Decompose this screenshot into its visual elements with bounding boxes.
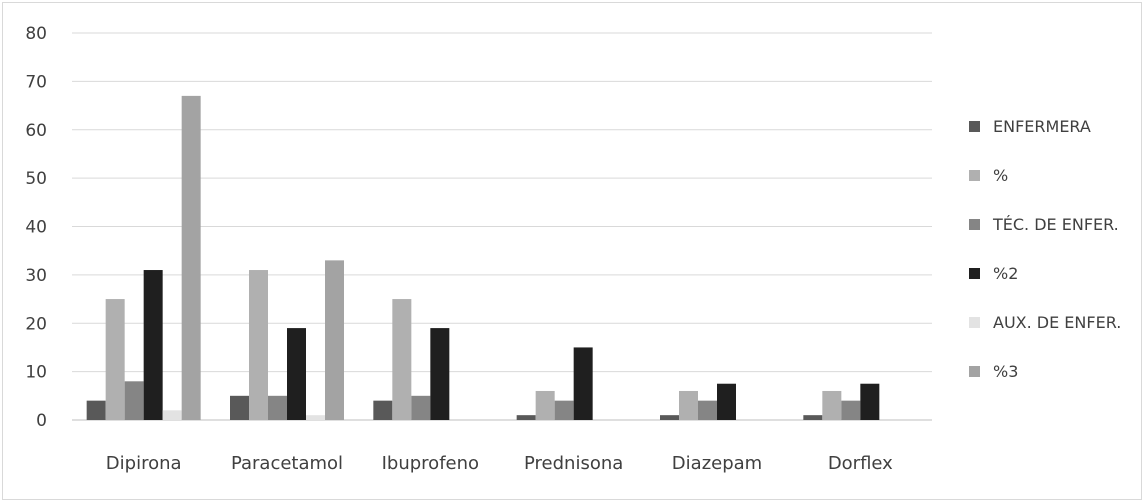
y-tick-label-10: 10 <box>25 363 47 383</box>
legend-swatch-tec-de-enfer <box>969 219 980 230</box>
legend-swatch-pct <box>969 170 980 181</box>
bar-dipirona-aux-de-enfer <box>162 410 182 420</box>
bar-dipirona-pct3 <box>181 95 201 420</box>
y-axis-tick-labels: 0 10 20 30 40 50 60 70 80 <box>25 24 47 431</box>
legend-label-pct3: %3 <box>993 362 1018 381</box>
bar-dorflex-enfermera <box>803 415 823 420</box>
bar-paracetamol-tec-de-enfer <box>268 395 287 420</box>
bars <box>86 95 880 420</box>
y-tick-label-80: 80 <box>25 24 47 44</box>
legend-label-enfermera: ENFERMERA <box>993 117 1091 136</box>
bar-paracetamol-pct <box>249 270 268 420</box>
legend-label-pct2: %2 <box>993 264 1018 283</box>
x-category-label-paracetamol: Paracetamol <box>231 453 343 474</box>
x-axis-category-labels: Dipirona Paracetamol Ibuprofeno Prednisona D… <box>106 453 893 474</box>
y-tick-label-60: 60 <box>25 121 47 141</box>
bar-dipirona-pct <box>105 299 125 420</box>
x-category-label-ibuprofeno: Ibuprofeno <box>382 453 479 474</box>
bar-paracetamol-aux-de-enfer <box>306 415 325 420</box>
bar-diazepam-pct <box>679 390 698 420</box>
bar-prednisona-tec-de-enfer <box>554 400 574 420</box>
bar-dipirona-enfermera <box>86 400 106 420</box>
legend-label-pct: % <box>993 166 1008 185</box>
bar-diazepam-tec-de-enfer <box>698 400 717 420</box>
legend-swatch-aux-de-enfer <box>969 317 980 328</box>
bar-dipirona-tec-de-enfer <box>124 381 144 420</box>
y-tick-label-70: 70 <box>25 72 47 92</box>
bar-ibuprofeno-pct2 <box>430 328 450 420</box>
bar-prednisona-pct <box>535 390 555 420</box>
bar-ibuprofeno-enfermera <box>373 400 393 420</box>
x-category-label-prednisona: Prednisona <box>524 453 623 474</box>
legend-label-tec-de-enfer: TÉC. DE ENFER. <box>992 215 1119 234</box>
bar-ibuprofeno-tec-de-enfer <box>411 395 431 420</box>
legend-swatch-pct3 <box>969 366 980 377</box>
legend: ENFERMERA% TÉC. DE ENFER. %2 AUX. DE ENFER.… <box>969 117 1121 381</box>
y-tick-label-40: 40 <box>25 218 47 238</box>
legend-label-aux-de-enfer: AUX. DE ENFER. <box>993 313 1121 332</box>
x-category-label-dorflex: Dorflex <box>828 453 893 474</box>
gridlines <box>72 32 932 421</box>
bar-paracetamol-enfermera <box>230 395 249 420</box>
bar-prednisona-enfermera <box>516 415 536 420</box>
y-tick-label-0: 0 <box>36 411 47 431</box>
bar-dorflex-tec-de-enfer <box>841 400 861 420</box>
bar-dipirona-pct2 <box>143 270 163 420</box>
bar-prednisona-pct2 <box>573 347 593 420</box>
bar-ibuprofeno-pct <box>392 299 412 420</box>
bar-paracetamol-pct2 <box>287 328 306 420</box>
x-category-label-diazepam: Diazepam <box>672 453 762 474</box>
x-category-label-dipirona: Dipirona <box>106 453 182 474</box>
legend-swatch-pct2 <box>969 268 980 279</box>
bar-dorflex-pct2 <box>860 383 880 420</box>
legend-swatch-enfermera <box>969 121 980 132</box>
bar-diazepam-enfermera <box>660 415 679 420</box>
y-tick-label-30: 30 <box>25 266 47 286</box>
bar-paracetamol-pct3 <box>325 260 344 420</box>
y-tick-label-20: 20 <box>25 314 47 334</box>
bar-dorflex-pct <box>822 390 842 420</box>
bar-diazepam-pct2 <box>717 383 736 420</box>
y-tick-label-50: 50 <box>25 169 47 189</box>
